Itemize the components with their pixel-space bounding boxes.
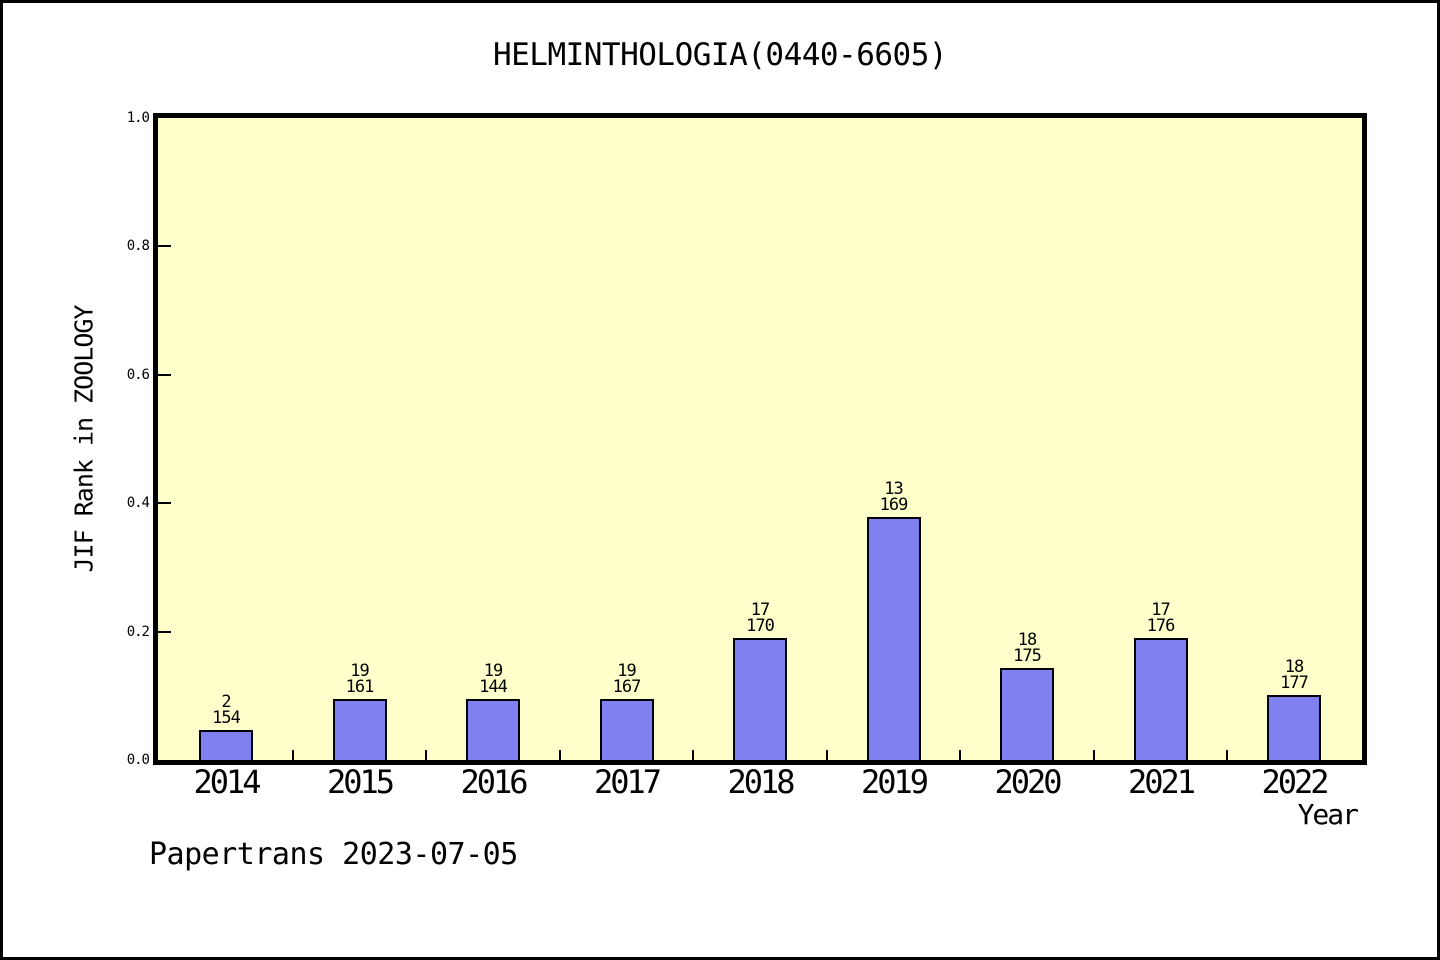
x-minor-tick [291,750,294,760]
bar [332,699,387,760]
x-tick-label: 2019 [860,763,929,801]
bar-rank-value: 19 [483,661,503,681]
bar-total-value: 161 [345,677,375,697]
bar [866,517,921,760]
x-minor-tick [1226,750,1229,760]
bar-value-label: 19 161 [300,661,420,697]
bar-value-label: 13 169 [834,479,954,515]
bar-rank-value: 18 [1017,630,1037,650]
y-tick-label: 0.6 [126,366,150,383]
y-axis-label: JIF Rank in ZOOLOGY [69,305,99,573]
x-tick-label: 2015 [326,763,395,801]
x-minor-tick [1092,750,1095,760]
x-tick-label: 2021 [1127,763,1196,801]
bar-rank-value: 17 [1151,600,1170,620]
bar-total-value: 167 [612,677,642,697]
bar-total-value: 170 [746,616,775,636]
bar-value-label: 17 176 [1101,600,1221,636]
bar-total-value: 144 [479,677,508,697]
bar-rank-value: 18 [1284,657,1304,677]
x-minor-tick [558,750,561,760]
bar-rank-value: 2 [221,692,231,712]
x-axis-label: Year [1297,798,1359,831]
bar-rank-value: 13 [884,479,903,499]
y-tick-label: 0.4 [126,495,150,512]
y-tick-label: 0.8 [126,238,150,255]
x-tick-label: 2014 [193,763,261,801]
y-tick-mark [158,245,171,248]
bar [733,638,787,760]
bar-total-value: 175 [1013,646,1042,666]
bar-total-value: 154 [212,708,241,728]
x-minor-tick [959,750,962,760]
bar-total-value: 177 [1280,673,1309,693]
x-tick-label: 2018 [727,763,795,801]
y-tick-label: 1.0 [126,110,150,126]
bar-value-label: 18 175 [967,630,1087,666]
x-tick-label: 2020 [994,763,1062,801]
bar-value-label: 2 154 [166,692,286,728]
bar-value-label: 19 144 [433,661,553,697]
bar [1267,695,1321,760]
bar-total-value: 176 [1146,616,1176,636]
x-minor-tick [692,750,695,760]
bar-rank-value: 19 [350,661,369,681]
bar [599,699,654,760]
x-tick-label: 2016 [460,763,528,801]
bar-value-label: 19 167 [567,661,687,697]
y-tick-label: 0.2 [126,623,150,640]
x-tick-label: 2022 [1261,763,1329,801]
footer-text: Papertrans 2023-07-05 [149,837,518,872]
x-minor-tick [425,750,428,760]
bar-rank-value: 17 [750,600,770,620]
y-tick-mark [158,502,171,505]
y-tick-label: 0.0 [126,752,150,768]
bar-value-label: 17 170 [700,600,820,636]
bar [466,699,520,760]
chart-title: HELMINTHOLOGIA(0440-6605) [492,37,948,73]
y-tick-mark [158,373,171,376]
bar-value-label: 18 177 [1234,657,1354,693]
bar [199,730,253,760]
y-tick-mark [158,630,171,633]
plot-area: 2 154 2014 19 161 2015 19 144 2016 19 167 2017 17 170… [127,110,1367,801]
bar-total-value: 169 [879,495,909,515]
bar [1000,668,1054,760]
x-minor-tick [825,750,828,760]
x-tick-label: 2017 [593,763,662,801]
bar [1133,638,1188,760]
bar-rank-value: 19 [617,661,636,681]
